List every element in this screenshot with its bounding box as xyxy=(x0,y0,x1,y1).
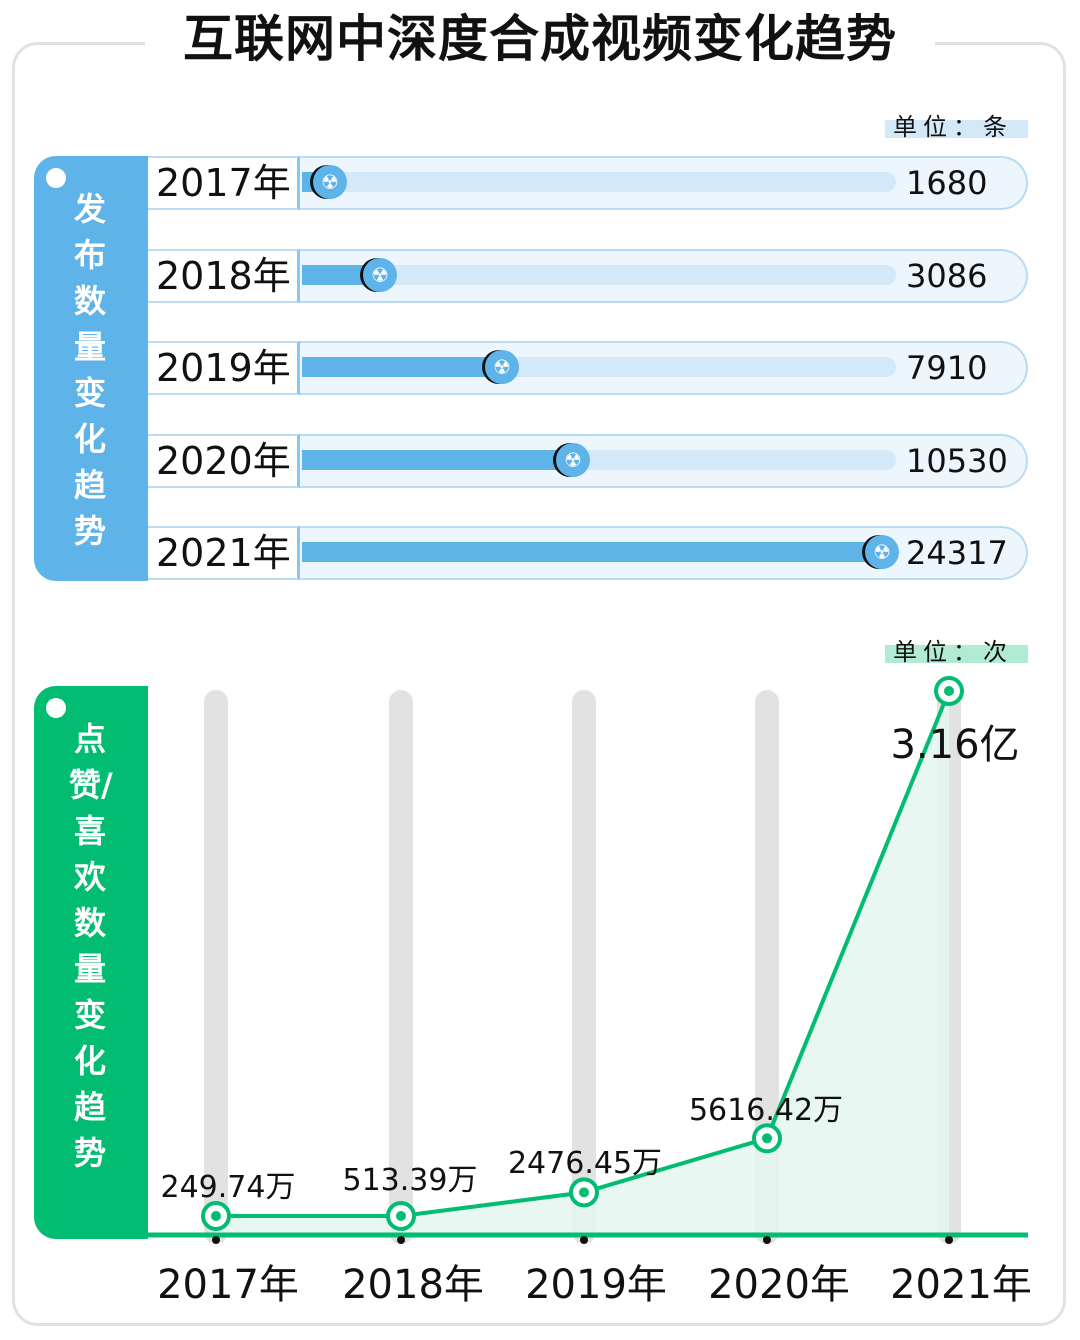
data-value-label: 3.16亿 xyxy=(890,722,1020,768)
bar-value-label: 10530 xyxy=(906,442,1008,480)
dot-icon xyxy=(46,168,66,188)
bar-category-label: 2020年 xyxy=(148,434,300,488)
x-tick-label: 2017年 xyxy=(157,1262,299,1308)
bar-row: 2020年 ☢ 10530 xyxy=(148,434,1028,488)
data-value-label: 5616.42万 xyxy=(688,1093,844,1128)
radiation-icon: ☢ xyxy=(865,535,899,569)
bar-category-label: 2021年 xyxy=(148,526,300,580)
bar-rail xyxy=(302,172,896,192)
bar-rail xyxy=(302,265,896,285)
data-point-center xyxy=(396,1211,406,1221)
publish-side-text: 发布数量变化趋势 xyxy=(73,190,106,550)
bar-category-label: 2017年 xyxy=(148,156,300,210)
x-tick-label: 2020年 xyxy=(708,1262,850,1308)
data-point-center xyxy=(211,1211,221,1221)
x-tick-label: 2019年 xyxy=(525,1262,667,1308)
x-tick xyxy=(763,1236,771,1244)
x-tick xyxy=(397,1236,405,1244)
x-tick xyxy=(945,1236,953,1244)
bar xyxy=(302,265,380,285)
data-point-center xyxy=(762,1133,772,1144)
x-tick-label: 2018年 xyxy=(342,1262,484,1308)
bar-value-label: 3086 xyxy=(906,257,988,295)
bar xyxy=(302,542,882,562)
bar-value-label: 7910 xyxy=(906,349,988,387)
bar-value-label: 24317 xyxy=(906,534,1008,572)
data-point-center xyxy=(579,1187,589,1198)
x-tick xyxy=(580,1236,588,1244)
likes-side-label: 点赞/喜欢数量变化趋势 xyxy=(34,686,148,1239)
publish-side-label: 发布数量变化趋势 xyxy=(34,156,148,581)
bar-value-label: 1680 xyxy=(906,164,988,202)
bar-row: 2018年 ☢ 3086 xyxy=(148,249,1028,303)
x-tick xyxy=(212,1236,220,1244)
bar-category-label: 2019年 xyxy=(148,341,300,395)
bar-row: 2019年 ☢ 7910 xyxy=(148,341,1028,395)
radiation-icon: ☢ xyxy=(556,443,590,477)
bar xyxy=(302,450,573,470)
x-tick-label: 2021年 xyxy=(890,1262,1032,1308)
radiation-icon: ☢ xyxy=(313,165,347,199)
bar-category-label: 2018年 xyxy=(148,249,300,303)
area-fill xyxy=(216,691,949,1235)
radiation-icon: ☢ xyxy=(363,258,397,292)
bar-row: 2017年 ☢ 1680 xyxy=(148,156,1028,210)
likes-side-text: 点赞/喜欢数量变化趋势 xyxy=(69,720,113,1172)
page-title: 互联网中深度合成视频变化趋势 xyxy=(145,4,935,74)
data-value-label: 2476.45万 xyxy=(507,1146,663,1181)
data-value-label: 513.39万 xyxy=(342,1163,478,1198)
bar-row: 2021年 ☢ 24317 xyxy=(148,526,1028,580)
data-point-center xyxy=(944,686,954,696)
data-value-label: 249.74万 xyxy=(160,1170,296,1205)
radiation-icon: ☢ xyxy=(485,350,519,384)
dot-icon xyxy=(46,698,66,718)
bar xyxy=(302,357,502,377)
